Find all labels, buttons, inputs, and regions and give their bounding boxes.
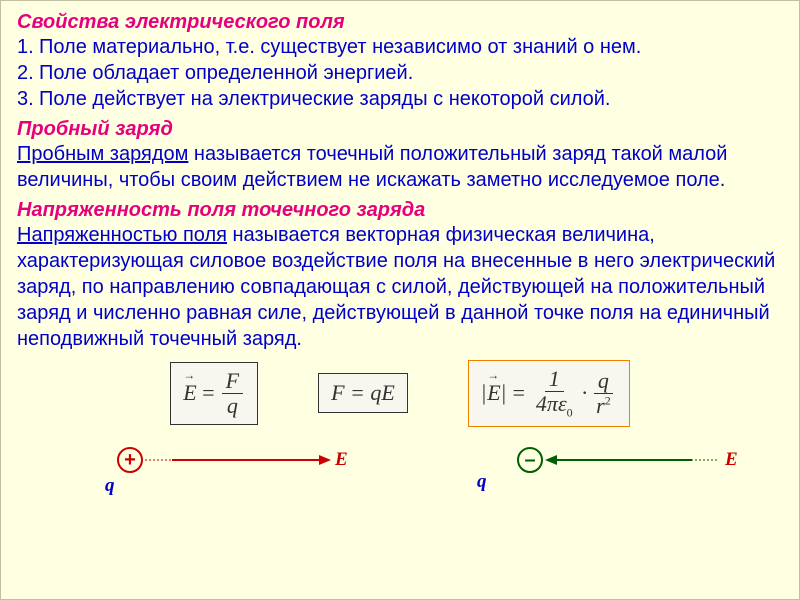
formula-1-num: F — [222, 369, 243, 394]
formula-1-frac: F q — [222, 369, 243, 418]
formula-3-den2-base: r — [596, 393, 605, 418]
formula-row: E = F q F = qE |E| = 1 4πε0 · q r2 — [17, 360, 783, 427]
section3-lead: Напряженностью поля — [17, 224, 227, 246]
formula-1-lhs: E — [183, 380, 196, 406]
section1-item-2-text: Поле обладает определенной энергией. — [39, 62, 413, 84]
section3-body: Напряженностью поля называется векторная… — [17, 222, 783, 352]
formula-3-dot: · — [582, 380, 588, 406]
formula-3-den-eps: ε — [558, 391, 567, 416]
formula-3-frac1-den: 4πε0 — [532, 392, 577, 420]
section2-title: Пробный заряд — [17, 118, 783, 141]
section1-title: Свойства электрического поля — [17, 11, 783, 34]
formula-2: F = qE — [318, 373, 408, 413]
e-label-right: E — [725, 449, 738, 471]
formula-3-frac1: 1 4πε0 — [532, 367, 577, 420]
formula-2-text: F = qE — [331, 380, 395, 406]
formula-1-eq: = — [201, 380, 216, 406]
diagram: + q E – q E — [17, 437, 783, 507]
formula-3: |E| = 1 4πε0 · q r2 — [468, 360, 630, 427]
arrow-right — [17, 437, 800, 497]
formula-3-vec: E — [487, 380, 500, 406]
section1-item-2: 2.Поле обладает определенной энергией. — [17, 60, 783, 86]
section3-title: Напряженность поля точечного заряда — [17, 199, 783, 222]
formula-3-frac2: q r2 — [592, 369, 615, 418]
section2-body: Пробным зарядом называется точечный поло… — [17, 141, 783, 193]
formula-1: E = F q — [170, 362, 258, 425]
formula-1-den: q — [223, 394, 242, 418]
formula-3-abs-r: | — [501, 380, 507, 406]
section1-item-1-text: Поле материально, т.е. существует незави… — [39, 36, 641, 58]
section2-lead: Пробным зарядом — [17, 143, 188, 165]
formula-3-frac1-num: 1 — [545, 367, 564, 392]
formula-3-den2-sup: 2 — [605, 394, 611, 408]
formula-3-den-sub: 0 — [567, 406, 573, 420]
formula-3-eq: = — [511, 380, 526, 406]
formula-3-frac2-den: r2 — [592, 394, 615, 418]
formula-3-frac2-num: q — [594, 369, 613, 394]
section1-item-3: 3.Поле действует на электрические заряды… — [17, 86, 783, 112]
section1-item-3-text: Поле действует на электрические заряды с… — [39, 88, 610, 110]
formula-3-den-prefix: 4π — [536, 391, 558, 416]
section1-item-1: 1.Поле материально, т.е. существует неза… — [17, 34, 783, 60]
